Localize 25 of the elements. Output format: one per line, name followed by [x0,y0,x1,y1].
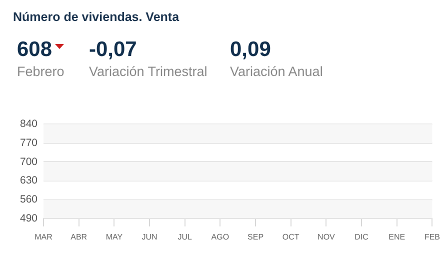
x-tick-label: JUL [178,232,193,242]
text: Variación Trimestral [89,64,208,79]
x-tick-label: NOV [318,232,336,242]
x-tick-label: DIC [354,232,369,242]
x-tick-label: FEB [424,232,440,242]
x-tick-label: AGO [211,232,230,242]
text: 0,09 [230,38,271,62]
x-tick-label: SEP [248,232,264,242]
y-tick-label: 770 [20,137,38,150]
text: -0,07 [89,38,137,62]
text: 608 [17,38,52,62]
y-tick-label: 630 [20,174,38,187]
x-tick-label: OCT [282,232,300,242]
y-tick-label: 840 [20,118,38,130]
text: Número de viviendas. Venta [13,10,180,24]
y-tick-label: 490 [20,212,38,224]
x-tick-label: ENE [388,232,406,242]
x-tick-label: JUN [142,232,158,242]
x-tick-label: MAR [34,232,53,242]
y-tick-label: 700 [20,156,38,168]
x-tick-label: ABR [70,232,88,242]
text: Febrero [17,64,64,79]
x-tick-label: MAY [106,232,124,242]
text: Variación Anual [230,64,323,79]
y-tick-label: 560 [20,193,38,206]
